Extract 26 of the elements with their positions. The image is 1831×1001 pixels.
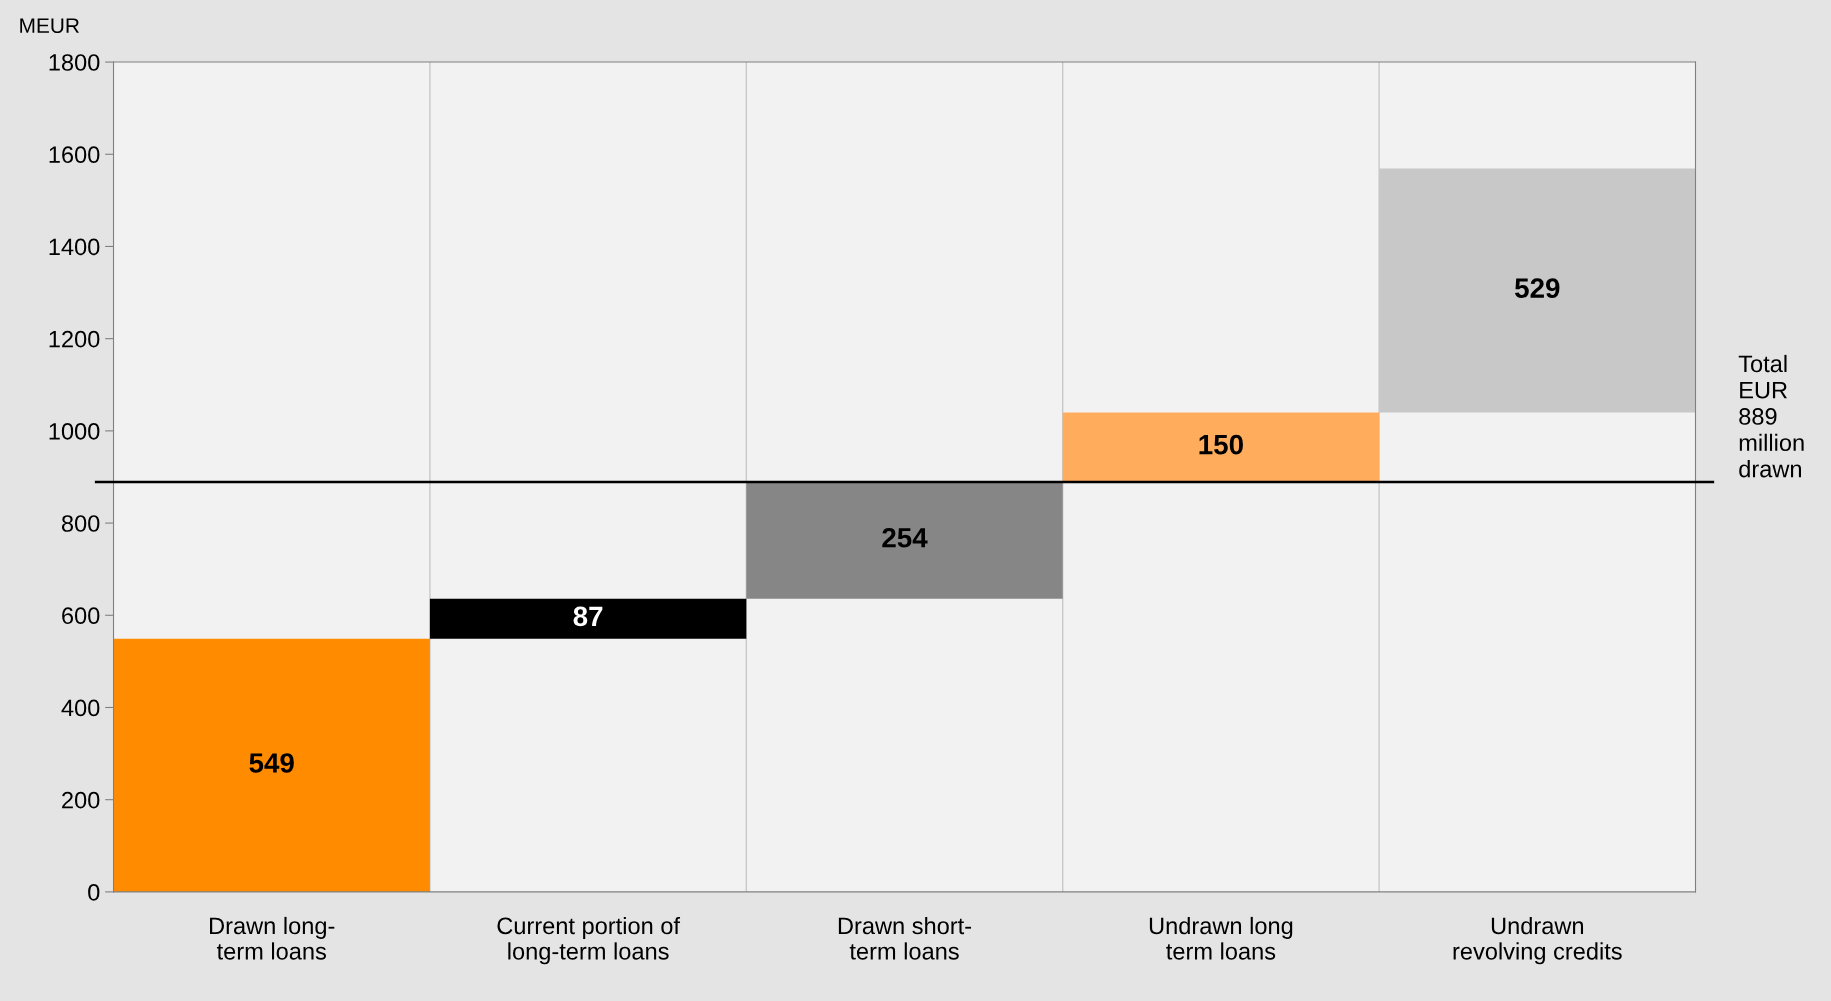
data-label: 87 [573,606,603,627]
y-tick-label: 1400 [49,238,100,256]
y-tick-label: 400 [61,699,100,717]
y-tick-label: 800 [61,515,100,532]
bar [1062,412,1380,482]
x-tick-label: Drawn short- term loans [838,916,972,960]
y-axis-title: MEUR [20,18,79,34]
y-tick-label: 1600 [49,146,100,164]
x-tick-label: Undrawn revolving credits [1453,916,1622,965]
data-label: 254 [882,527,928,548]
x-tick-label: Drawn long- term loans [210,916,335,960]
y-tick-label: 600 [62,607,100,625]
data-label: 150 [1199,434,1243,455]
y-tick-label: 1200 [49,330,100,348]
data-label: 529 [1514,278,1560,298]
y-tick-label: 1800 [49,54,100,71]
ref-line-label: Total EUR 889 million drawn [1738,354,1804,478]
bar [746,481,1063,599]
y-tick-label: 1000 [49,422,100,440]
y-tick-label: 0 [88,883,100,901]
x-tick-label: Current portion of long-term loans [497,916,681,965]
y-tick-label: 200 [62,791,100,809]
bar [429,598,747,639]
data-label: 549 [249,753,294,773]
bar [113,638,430,892]
x-tick-label: Undrawn long term loans [1149,916,1293,960]
